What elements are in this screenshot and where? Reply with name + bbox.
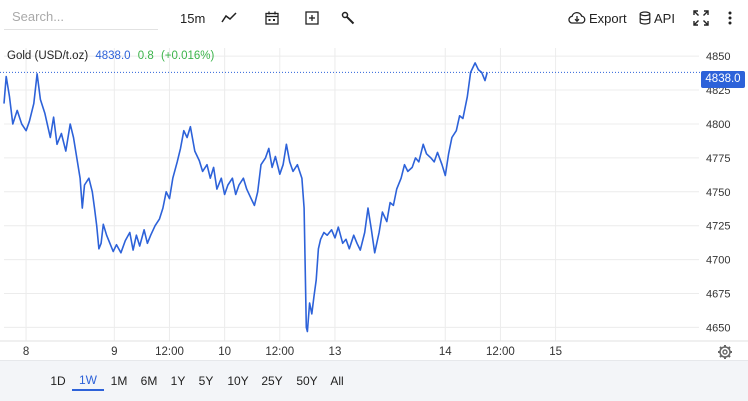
legend-change: 0.8 — [137, 50, 154, 62]
wrench-icon[interactable] — [340, 7, 356, 29]
grid — [4, 48, 699, 341]
interval-selector[interactable]: 15m — [180, 7, 205, 29]
fullscreen-icon[interactable] — [692, 7, 710, 29]
x-tick-label: 13 — [329, 346, 342, 358]
export-label: Export — [589, 10, 627, 26]
range-5y[interactable]: 5Y — [198, 374, 214, 388]
gear-icon[interactable] — [716, 343, 734, 361]
price-chart[interactable]: 4650 4675 4700 4725 4750 4775 4800 4825 4850 8 9 1… — [0, 36, 748, 360]
vertical-dots-icon[interactable] — [726, 7, 734, 29]
legend-symbol: Gold (USD/t.oz) — [7, 50, 89, 62]
chart-legend: Gold (USD/t.oz) 4838.0 0.8 (+0.016%) — [7, 50, 218, 62]
api-label: API — [654, 10, 675, 26]
y-tick-label: 4725 — [706, 221, 730, 233]
x-tick-label: 12:00 — [155, 346, 184, 358]
x-tick-label: 14 — [439, 346, 452, 358]
x-tick-label: 12:00 — [486, 346, 515, 358]
last-price-tag: 4838.0 — [701, 71, 745, 88]
x-tick-label: 15 — [549, 346, 562, 358]
interval-label: 15m — [180, 10, 206, 26]
database-icon — [639, 11, 651, 25]
y-tick-label: 4650 — [706, 322, 730, 334]
y-tick-label: 4800 — [706, 119, 730, 131]
search-input[interactable] — [4, 4, 158, 30]
legend-price: 4838.0 — [95, 50, 131, 62]
api-button[interactable]: API — [639, 7, 675, 29]
legend-change-pct: (+0.016%) — [160, 50, 215, 62]
range-1y[interactable]: 1Y — [170, 374, 186, 388]
plus-square-icon[interactable] — [304, 7, 320, 29]
range-50y[interactable]: 50Y — [296, 374, 318, 388]
y-tick-label: 4825 — [706, 85, 730, 97]
range-1w[interactable]: 1W — [72, 371, 104, 391]
y-tick-label: 4750 — [706, 187, 730, 199]
y-tick-label: 4775 — [706, 153, 730, 165]
cloud-download-icon — [568, 11, 586, 25]
x-tick-label: 8 — [23, 346, 29, 358]
chart-toolbar: 15m Export API — [0, 0, 748, 36]
range-1d[interactable]: 1D — [50, 374, 66, 388]
y-tick-label: 4675 — [706, 289, 730, 301]
y-tick-label: 4850 — [706, 51, 730, 63]
price-series-line — [3, 62, 488, 333]
x-tick-label: 12:00 — [265, 346, 294, 358]
y-tick-label: 4700 — [706, 255, 730, 267]
range-all[interactable]: All — [330, 374, 344, 388]
range-10y[interactable]: 10Y — [227, 374, 249, 388]
calendar-icon[interactable] — [264, 7, 280, 29]
y-axis: 4650 4675 4700 4725 4750 4775 4800 4825 4850 — [706, 51, 730, 334]
export-button[interactable]: Export — [568, 7, 627, 29]
x-tick-label: 10 — [218, 346, 231, 358]
line-chart-icon[interactable] — [220, 7, 238, 29]
range-6m[interactable]: 6M — [140, 374, 158, 388]
range-selector: 1D 1W 1M 6M 1Y 5Y 10Y 25Y 50Y All — [0, 360, 748, 401]
range-25y[interactable]: 25Y — [261, 374, 283, 388]
range-1m[interactable]: 1M — [110, 374, 128, 388]
x-tick-label: 9 — [111, 346, 117, 358]
x-axis: 8 9 12:00 10 12:00 13 14 12:00 15 — [0, 340, 748, 358]
